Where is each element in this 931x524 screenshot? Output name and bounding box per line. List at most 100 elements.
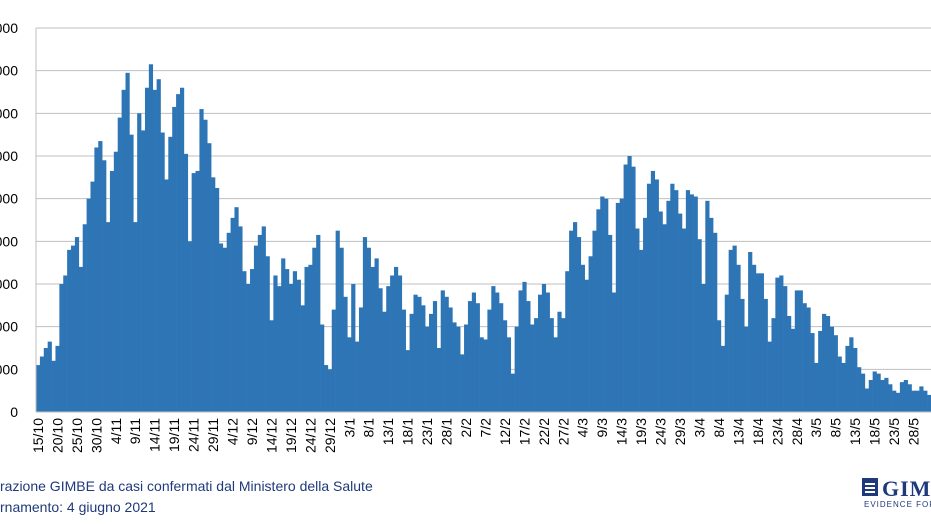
bar	[386, 286, 391, 412]
bar	[604, 198, 609, 412]
bar	[187, 241, 192, 412]
bar	[907, 384, 912, 412]
bar	[825, 316, 831, 412]
x-tick-label: 17/2	[516, 418, 532, 445]
bar	[802, 303, 807, 412]
bar	[176, 94, 181, 412]
bar	[195, 170, 200, 412]
x-tick-label: 18/5	[867, 418, 883, 445]
bar	[343, 296, 348, 412]
bar	[273, 275, 278, 412]
bar	[697, 239, 702, 412]
bar	[600, 196, 605, 412]
bar	[460, 354, 465, 412]
bar	[347, 337, 352, 412]
x-tick-label: 7/2	[477, 418, 493, 438]
bar	[285, 269, 290, 412]
bar	[117, 117, 122, 412]
bar	[257, 234, 262, 412]
bar	[246, 284, 251, 412]
bar	[199, 109, 204, 412]
bar	[327, 369, 333, 412]
x-tick-label: 28/4	[789, 418, 805, 445]
bar	[351, 284, 356, 412]
bar	[152, 89, 157, 413]
bar	[841, 362, 846, 412]
bar	[689, 194, 694, 412]
bar	[549, 318, 554, 412]
bar	[211, 177, 216, 412]
bar	[545, 292, 550, 412]
bar	[506, 337, 512, 412]
bar	[895, 392, 901, 412]
x-tick-label: 4/12	[225, 418, 241, 445]
bar	[553, 337, 558, 412]
bar	[203, 119, 208, 412]
bar	[495, 292, 500, 412]
bar	[36, 365, 41, 412]
bar	[125, 72, 130, 413]
bar	[292, 271, 298, 412]
bar	[148, 64, 154, 413]
bar	[144, 87, 150, 412]
bar	[436, 348, 441, 412]
bar	[732, 245, 737, 412]
x-tick-label: 14/3	[614, 418, 630, 445]
bar	[903, 380, 908, 412]
bar	[405, 350, 410, 412]
bar-series	[36, 64, 931, 413]
bar	[409, 313, 414, 412]
bar	[565, 271, 570, 412]
bar	[234, 207, 239, 412]
bar	[748, 252, 753, 412]
bar	[569, 230, 574, 412]
bar	[623, 164, 628, 412]
bar	[818, 330, 823, 412]
y-tick-label: 000	[0, 63, 18, 79]
bar	[331, 309, 336, 412]
bar	[362, 237, 368, 412]
bar	[615, 202, 620, 412]
bar	[911, 390, 916, 412]
bar	[312, 247, 317, 412]
x-tick-label: 8/4	[711, 418, 727, 438]
bar	[643, 217, 648, 412]
bar	[172, 106, 177, 413]
bar	[370, 266, 375, 412]
bar	[798, 290, 803, 412]
bar	[658, 211, 663, 412]
update-note: rnamento: 4 giugno 2021	[0, 499, 156, 515]
bar	[584, 279, 589, 412]
bar	[646, 183, 652, 412]
bar	[304, 266, 309, 412]
bar	[744, 326, 749, 412]
bar	[43, 348, 48, 412]
bar	[448, 307, 453, 412]
bar	[740, 298, 745, 412]
bar	[339, 247, 344, 412]
bar	[106, 222, 111, 412]
x-tick-label: 29/12	[322, 418, 338, 453]
bar	[464, 324, 469, 412]
y-tick-label: 000	[0, 191, 18, 207]
bar	[74, 237, 80, 412]
bar	[265, 256, 270, 412]
bar	[230, 217, 235, 412]
bar	[51, 360, 56, 412]
bar-chart: 0000000000000000000000000000 15/1020/102…	[0, 20, 931, 453]
bar	[864, 388, 870, 412]
y-tick-label: 0	[10, 404, 18, 420]
x-tick-label: 18/4	[750, 418, 766, 445]
bar	[596, 209, 601, 412]
bar	[316, 234, 321, 412]
x-tick-label: 3/4	[691, 418, 707, 438]
bar	[253, 245, 259, 412]
logo-tagline: EVIDENCE FOR H	[864, 500, 931, 509]
bar	[113, 151, 119, 413]
x-tick-label: 24/3	[653, 418, 669, 445]
source-note: razione GIMBE da casi confermati dal Min…	[0, 478, 373, 494]
bar	[394, 266, 399, 412]
bar	[183, 153, 189, 412]
bar	[71, 245, 76, 412]
bar	[561, 318, 566, 412]
